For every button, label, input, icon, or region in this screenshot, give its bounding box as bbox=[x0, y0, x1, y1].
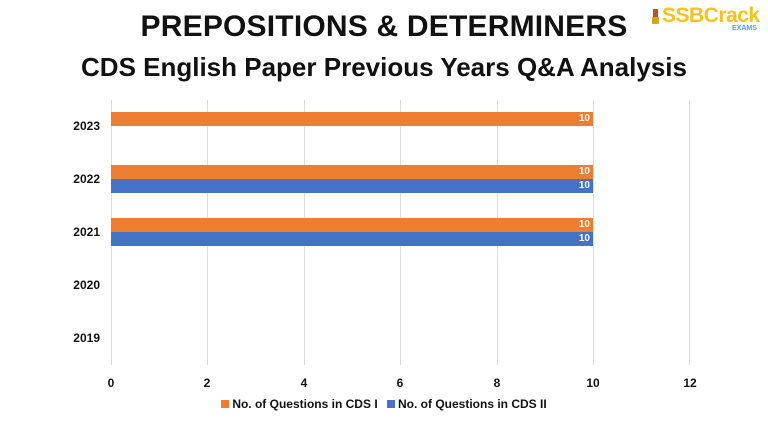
legend-label-cds2: No. of Questions in CDS II bbox=[398, 397, 547, 411]
logo-sub-text: EXAMS bbox=[732, 25, 757, 32]
x-tick-12: 12 bbox=[683, 376, 697, 390]
legend-label-cds1: No. of Questions in CDS I bbox=[232, 397, 378, 411]
data-label: 10 bbox=[578, 219, 590, 230]
y-tick-2022: 2022 bbox=[73, 172, 100, 186]
logo-brand-text: SSBCrack bbox=[662, 4, 760, 27]
legend-swatch-orange bbox=[221, 400, 230, 408]
x-tick-0: 0 bbox=[107, 376, 115, 390]
x-tick-2: 2 bbox=[203, 376, 211, 390]
chart-title: PREPOSITIONS & DETERMINERS bbox=[140, 10, 628, 43]
bar-2021-cds2: 10 bbox=[111, 232, 593, 246]
y-tick-2023: 2023 bbox=[73, 119, 100, 133]
data-label: 10 bbox=[578, 233, 590, 244]
x-tick-4: 4 bbox=[300, 376, 308, 390]
bar-2021-cds1: 10 bbox=[111, 218, 593, 232]
data-label: 10 bbox=[578, 166, 590, 177]
plot-area: 10 10 10 10 10 bbox=[111, 100, 690, 365]
bar-2023-cds1: 10 bbox=[111, 112, 593, 126]
x-tick-6: 6 bbox=[396, 376, 404, 390]
y-tick-2019: 2019 bbox=[73, 331, 100, 345]
legend-item-cds2: No. of Questions in CDS II bbox=[387, 397, 547, 411]
bar-2022-cds2: 10 bbox=[111, 179, 593, 193]
y-tick-2021: 2021 bbox=[73, 225, 100, 239]
data-label: 10 bbox=[578, 113, 590, 124]
chart-subtitle: CDS English Paper Previous Years Q&A Ana… bbox=[81, 52, 687, 82]
legend-item-cds1: No. of Questions in CDS I bbox=[221, 397, 378, 411]
gridline-12 bbox=[689, 100, 690, 365]
y-tick-2020: 2020 bbox=[73, 278, 100, 292]
data-label: 10 bbox=[578, 180, 590, 191]
bar-2022-cds1: 10 bbox=[111, 165, 593, 179]
x-tick-8: 8 bbox=[493, 376, 501, 390]
medal-icon bbox=[652, 9, 659, 25]
gridline-10 bbox=[593, 100, 594, 365]
chart-legend: No. of Questions in CDS I No. of Questio… bbox=[0, 397, 768, 411]
legend-swatch-blue bbox=[387, 400, 395, 408]
brand-logo: SSBCrack EXAMS bbox=[652, 4, 762, 36]
x-tick-10: 10 bbox=[586, 376, 600, 390]
